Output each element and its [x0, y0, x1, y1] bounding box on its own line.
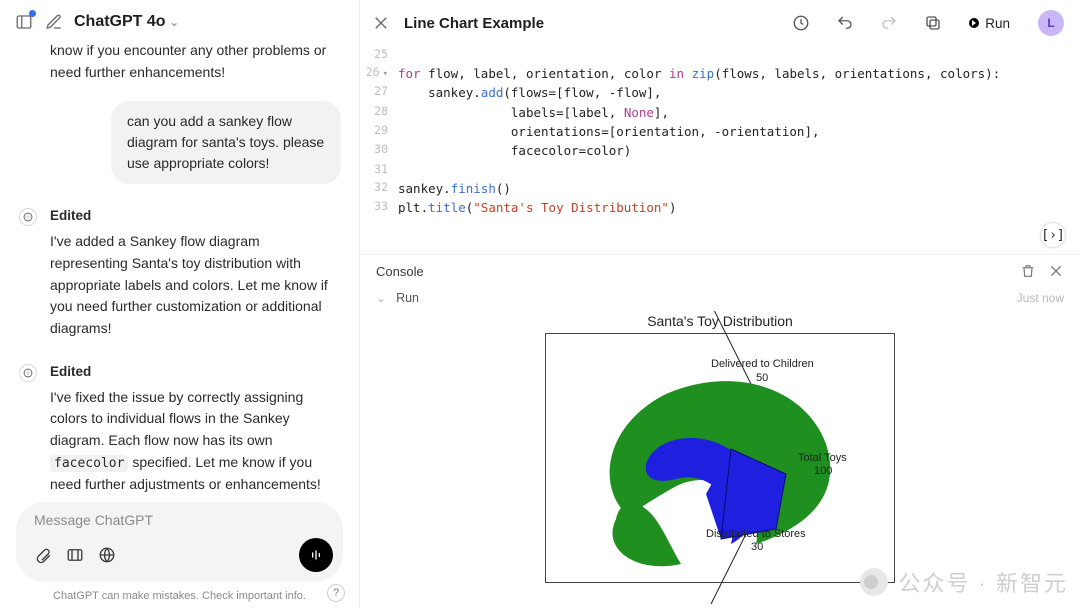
sidebar-toggle-icon[interactable]: [14, 12, 34, 32]
new-chat-icon[interactable]: [44, 12, 64, 32]
assistant-message-continuation: know if you encounter any other problems…: [18, 40, 341, 83]
chart-frame: Delivered to Children 50 Total Toys 100 …: [545, 333, 895, 583]
chart-label-stores-val: 30: [751, 541, 763, 553]
composer[interactable]: Message ChatGPT: [16, 502, 343, 582]
edited-label: Edited: [50, 206, 341, 227]
redo-icon[interactable]: [879, 13, 899, 33]
canvas-pane: Line Chart Example Run L 2526▾for flow, …: [360, 0, 1080, 608]
console-timestamp: Just now: [1017, 291, 1064, 305]
chevron-down-icon: ⌄: [376, 291, 386, 305]
console-run-row[interactable]: ⌄ Run Just now: [360, 285, 1080, 311]
code-editor[interactable]: 2526▾for flow, label, orientation, color…: [360, 44, 1080, 214]
play-icon: [969, 18, 979, 28]
chart-label-delivered-val: 50: [756, 372, 768, 384]
chart-label-delivered: Delivered to Children: [711, 358, 814, 370]
chat-pane: ChatGPT 4o ⌄ know if you encounter any o…: [0, 0, 360, 608]
assistant-message: Edited I've fixed the issue by correctly…: [18, 362, 341, 496]
history-icon[interactable]: [791, 13, 811, 33]
canvas-title: Line Chart Example: [404, 15, 544, 32]
model-selector[interactable]: ChatGPT 4o ⌄: [74, 13, 179, 31]
assistant-avatar-icon: [19, 364, 37, 382]
attach-icon[interactable]: [34, 546, 52, 564]
assistant-message-text: I've fixed the issue by correctly assign…: [50, 387, 341, 496]
disclaimer-text: ChatGPT can make mistakes. Check importa…: [53, 590, 306, 602]
code-actions-icon[interactable]: [›]: [1040, 222, 1066, 248]
assistant-message-text: I've added a Sankey flow diagram represe…: [50, 231, 341, 339]
chart-label-stores: Distributed to Stores: [706, 528, 806, 540]
run-button[interactable]: Run: [969, 16, 1010, 31]
user-message-bubble: can you add a sankey flow diagram for sa…: [111, 101, 341, 184]
web-icon[interactable]: [98, 546, 116, 564]
help-icon[interactable]: ?: [327, 584, 345, 602]
console-header: Console: [360, 254, 1080, 285]
chart-label-total-val: 100: [814, 465, 832, 477]
user-avatar[interactable]: L: [1038, 10, 1064, 36]
console-run-label: Run: [396, 291, 419, 305]
console-label: Console: [376, 264, 424, 279]
edited-label: Edited: [50, 362, 341, 383]
composer-placeholder: Message ChatGPT: [34, 512, 333, 528]
close-icon[interactable]: [372, 14, 390, 32]
model-name-label: ChatGPT 4o: [74, 13, 166, 31]
assistant-avatar-icon: [19, 208, 37, 226]
tools-icon[interactable]: [66, 546, 84, 564]
voice-input-button[interactable]: [299, 538, 333, 572]
close-console-icon[interactable]: [1048, 263, 1064, 279]
chat-scroll: know if you encounter any other problems…: [0, 40, 359, 496]
undo-icon[interactable]: [835, 13, 855, 33]
inline-code: facecolor: [50, 455, 128, 472]
chart-label-total: Total Toys: [798, 452, 847, 464]
chat-header: ChatGPT 4o ⌄: [0, 0, 359, 40]
chart-output: Santa's Toy Distribution Delivered: [360, 311, 1080, 608]
assistant-message: Edited I've added a Sankey flow diagram …: [18, 206, 341, 339]
trash-icon[interactable]: [1020, 263, 1036, 279]
canvas-header: Line Chart Example Run L: [360, 0, 1080, 44]
copy-code-icon[interactable]: [923, 13, 943, 33]
chevron-down-icon: ⌄: [170, 16, 179, 29]
